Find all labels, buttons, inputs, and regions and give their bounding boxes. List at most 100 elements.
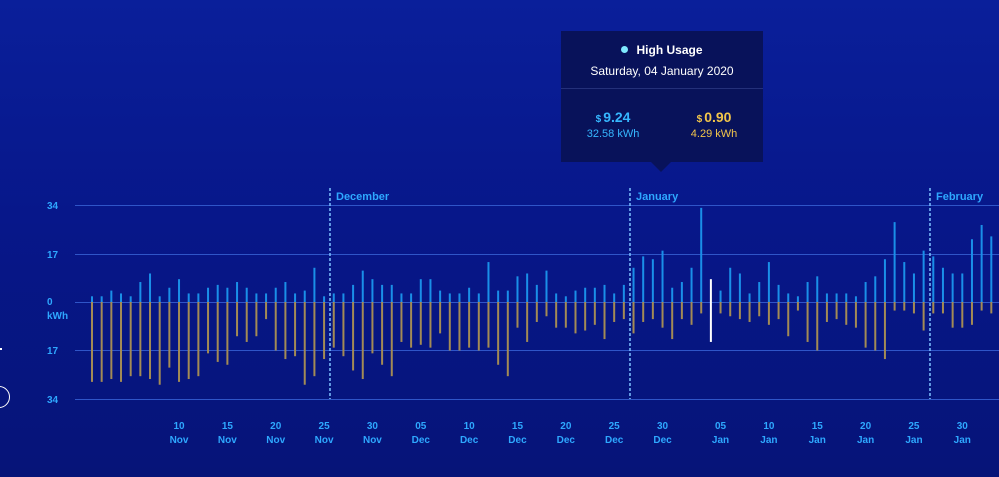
high-usage-bar[interactable]	[429, 279, 432, 302]
high-usage-bar[interactable]	[555, 293, 558, 302]
low-usage-bar[interactable]	[419, 302, 422, 345]
high-usage-bar[interactable]	[352, 284, 355, 302]
high-usage-bar[interactable]	[883, 259, 886, 302]
high-usage-bar[interactable]	[709, 279, 712, 302]
low-usage-bar[interactable]	[506, 302, 509, 377]
low-usage-bar[interactable]	[642, 302, 645, 322]
high-usage-bar[interactable]	[91, 296, 93, 302]
high-usage-bar[interactable]	[642, 256, 645, 302]
high-usage-bar[interactable]	[439, 290, 442, 302]
low-usage-bar[interactable]	[980, 302, 983, 311]
high-usage-bar[interactable]	[729, 267, 732, 302]
high-usage-bar[interactable]	[129, 296, 132, 302]
high-usage-bar[interactable]	[854, 296, 857, 302]
high-usage-bar[interactable]	[419, 279, 422, 302]
low-usage-bar[interactable]	[516, 302, 519, 328]
low-usage-bar[interactable]	[883, 302, 886, 360]
low-usage-bar[interactable]	[564, 302, 567, 328]
high-usage-bar[interactable]	[758, 282, 761, 302]
high-usage-bar[interactable]	[941, 267, 944, 302]
low-usage-bar[interactable]	[294, 302, 297, 357]
high-usage-bar[interactable]	[197, 293, 200, 302]
high-usage-bar[interactable]	[516, 276, 519, 302]
low-usage-bar[interactable]	[690, 302, 693, 325]
low-usage-bar[interactable]	[719, 302, 722, 314]
low-usage-bar[interactable]	[497, 302, 500, 365]
high-usage-bar[interactable]	[178, 279, 181, 302]
high-usage-bar[interactable]	[458, 293, 461, 302]
high-usage-bar[interactable]	[922, 250, 925, 302]
low-usage-bar[interactable]	[187, 302, 190, 380]
low-usage-bar[interactable]	[91, 302, 93, 382]
high-usage-bar[interactable]	[139, 282, 142, 302]
low-usage-bar[interactable]	[535, 302, 538, 322]
high-usage-bar[interactable]	[845, 293, 848, 302]
high-usage-bar[interactable]	[410, 293, 413, 302]
low-usage-bar[interactable]	[255, 302, 258, 337]
low-usage-bar[interactable]	[390, 302, 393, 377]
high-usage-bar[interactable]	[361, 270, 364, 302]
high-usage-bar[interactable]	[187, 293, 190, 302]
low-usage-bar[interactable]	[970, 302, 973, 325]
high-usage-bar[interactable]	[342, 293, 345, 302]
high-usage-bar[interactable]	[912, 273, 915, 302]
high-usage-bar[interactable]	[613, 293, 616, 302]
high-usage-bar[interactable]	[216, 284, 219, 302]
high-usage-bar[interactable]	[564, 296, 567, 302]
low-usage-bar[interactable]	[816, 302, 819, 351]
high-usage-bar[interactable]	[593, 287, 596, 302]
low-usage-bar[interactable]	[777, 302, 780, 320]
low-usage-bar[interactable]	[400, 302, 403, 342]
high-usage-bar[interactable]	[796, 296, 799, 302]
high-usage-bar[interactable]	[381, 284, 384, 302]
high-usage-bar[interactable]	[255, 293, 258, 302]
high-usage-bar[interactable]	[690, 267, 693, 302]
high-usage-bar[interactable]	[980, 224, 983, 302]
low-usage-bar[interactable]	[332, 302, 335, 348]
high-usage-bar[interactable]	[825, 293, 828, 302]
low-usage-bar[interactable]	[381, 302, 384, 365]
low-usage-bar[interactable]	[236, 302, 239, 337]
low-usage-bar[interactable]	[448, 302, 451, 351]
low-usage-bar[interactable]	[149, 302, 152, 380]
low-usage-bar[interactable]	[584, 302, 587, 331]
low-usage-bar[interactable]	[854, 302, 857, 328]
high-usage-bar[interactable]	[487, 262, 490, 302]
low-usage-bar[interactable]	[323, 302, 326, 360]
low-usage-bar[interactable]	[671, 302, 674, 340]
high-usage-bar[interactable]	[816, 276, 819, 302]
low-usage-bar[interactable]	[100, 302, 103, 382]
high-usage-bar[interactable]	[149, 273, 152, 302]
low-usage-bar[interactable]	[468, 302, 471, 348]
low-usage-bar[interactable]	[758, 302, 761, 317]
low-usage-bar[interactable]	[622, 302, 625, 320]
low-usage-bar[interactable]	[429, 302, 432, 348]
low-usage-bar[interactable]	[874, 302, 877, 351]
high-usage-bar[interactable]	[651, 259, 654, 302]
high-usage-bar[interactable]	[970, 239, 973, 302]
high-usage-bar[interactable]	[787, 293, 790, 302]
high-usage-bar[interactable]	[545, 270, 548, 302]
high-usage-bar[interactable]	[661, 250, 664, 302]
low-usage-bar[interactable]	[487, 302, 490, 348]
low-usage-bar[interactable]	[207, 302, 210, 354]
high-usage-bar[interactable]	[265, 293, 268, 302]
low-usage-bar[interactable]	[845, 302, 848, 325]
high-usage-bar[interactable]	[738, 273, 741, 302]
low-usage-bar[interactable]	[120, 302, 123, 382]
low-usage-bar[interactable]	[729, 302, 732, 317]
low-usage-bar[interactable]	[284, 302, 287, 360]
high-usage-bar[interactable]	[622, 284, 625, 302]
low-usage-bar[interactable]	[738, 302, 741, 320]
low-usage-bar[interactable]	[806, 302, 809, 342]
high-usage-bar[interactable]	[806, 282, 809, 302]
high-usage-bar[interactable]	[400, 293, 403, 302]
high-usage-bar[interactable]	[371, 279, 374, 302]
high-usage-bar[interactable]	[700, 207, 703, 302]
low-usage-bar[interactable]	[603, 302, 606, 340]
low-usage-bar[interactable]	[265, 302, 268, 320]
high-usage-bar[interactable]	[468, 287, 471, 302]
high-usage-bar[interactable]	[332, 293, 335, 302]
low-usage-bar[interactable]	[680, 302, 683, 320]
low-usage-bar[interactable]	[216, 302, 219, 362]
